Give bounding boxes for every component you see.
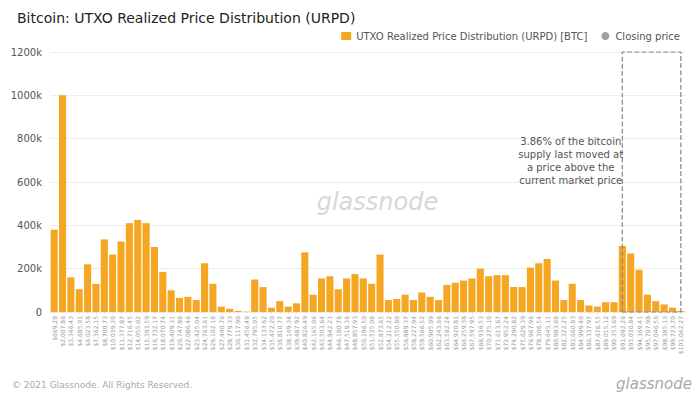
svg-text:$78,306.54: $78,306.54 <box>535 316 542 351</box>
svg-text:$4,685.01: $4,685.01 <box>76 316 83 347</box>
svg-text:$71,613.67: $71,613.67 <box>494 316 501 351</box>
svg-text:$42,165.06: $42,165.06 <box>310 316 317 351</box>
svg-text:$48,857.93: $48,857.93 <box>351 316 358 351</box>
svg-text:$38,149.34: $38,149.34 <box>285 316 292 351</box>
svg-text:$16,732.17: $16,732.17 <box>151 316 158 351</box>
svg-text:$60,905.09: $60,905.09 <box>427 316 434 351</box>
svg-text:$15,393.59: $15,393.59 <box>143 316 150 351</box>
svg-text:$32,795.05: $32,795.05 <box>251 316 258 351</box>
svg-text:$56,889.37: $56,889.37 <box>402 316 409 351</box>
svg-text:$31,456.48: $31,456.48 <box>243 316 250 351</box>
svg-text:$14,055.02: $14,055.02 <box>134 316 141 351</box>
svg-text:$30,117.90: $30,117.90 <box>234 316 241 351</box>
svg-text:$75,629.39: $75,629.39 <box>519 316 526 351</box>
svg-text:1000k: 1000k <box>11 90 42 101</box>
svg-text:800k: 800k <box>17 133 42 144</box>
svg-text:200k: 200k <box>17 263 42 274</box>
svg-text:$23,425.04: $23,425.04 <box>193 316 200 351</box>
svg-text:$2,007.86: $2,007.86 <box>59 316 66 347</box>
svg-text:$91,692.26: $91,692.26 <box>619 316 626 351</box>
svg-text:600k: 600k <box>17 177 42 188</box>
svg-text:$80,983.68: $80,983.68 <box>552 316 559 351</box>
svg-text:$67,597.95: $67,597.95 <box>468 316 475 351</box>
svg-text:$94,369.41: $94,369.41 <box>636 316 643 351</box>
svg-text:$24,763.61: $24,763.61 <box>201 316 208 351</box>
svg-text:$72,952.24: $72,952.24 <box>502 316 509 351</box>
svg-text:$66,259.38: $66,259.38 <box>460 316 467 351</box>
svg-text:$7,362.15: $7,362.15 <box>92 316 99 347</box>
svg-text:$97,046.56: $97,046.56 <box>652 316 659 351</box>
svg-text:$22,086.46: $22,086.46 <box>184 316 191 351</box>
svg-text:$86,337.97: $86,337.97 <box>585 316 592 351</box>
svg-text:$79,645.11: $79,645.11 <box>544 316 551 351</box>
svg-text:$58,227.94: $58,227.94 <box>410 316 417 351</box>
svg-text:$62,243.66: $62,243.66 <box>435 316 442 351</box>
svg-text:© 2021 Glassnode. All Rights R: © 2021 Glassnode. All Rights Reserved. <box>12 380 192 390</box>
svg-text:current market price: current market price <box>519 175 622 186</box>
svg-text:$89,015.12: $89,015.12 <box>602 316 609 351</box>
svg-text:glassnode: glassnode <box>616 375 692 393</box>
svg-text:$669.28: $669.28 <box>51 316 58 341</box>
svg-text:$36,810.77: $36,810.77 <box>276 316 283 351</box>
svg-text:Bitcoin: UTXO Realized Price D: Bitcoin: UTXO Realized Price Distributio… <box>17 10 355 26</box>
svg-text:$52,873.65: $52,873.65 <box>377 316 384 351</box>
svg-text:$82,322.25: $82,322.25 <box>560 316 567 351</box>
svg-text:$40,826.49: $40,826.49 <box>301 316 308 351</box>
svg-text:$34,133.62: $34,133.62 <box>260 316 267 351</box>
svg-text:$68,936.53: $68,936.53 <box>477 316 484 351</box>
svg-text:$93,030.84: $93,030.84 <box>627 316 634 351</box>
svg-text:$28,779.33: $28,779.33 <box>226 316 233 351</box>
svg-text:$20,747.88: $20,747.88 <box>176 316 183 351</box>
svg-text:Closing price: Closing price <box>615 31 680 42</box>
svg-text:$8,700.73: $8,700.73 <box>101 316 108 347</box>
svg-text:$84,999.40: $84,999.40 <box>577 316 584 351</box>
svg-text:$10,039.30: $10,039.30 <box>109 316 116 351</box>
svg-text:$90,353.69: $90,353.69 <box>610 316 617 351</box>
svg-text:$70,275.10: $70,275.10 <box>485 316 492 351</box>
svg-text:$95,707.98: $95,707.98 <box>644 316 651 351</box>
svg-text:$50,196.50: $50,196.50 <box>360 316 367 351</box>
svg-text:$55,550.80: $55,550.80 <box>393 316 400 351</box>
svg-text:$44,842.21: $44,842.21 <box>326 316 333 351</box>
svg-text:$51,535.08: $51,535.08 <box>368 316 375 351</box>
svg-text:UTXO Realized Price Distributi: UTXO Realized Price Distribution (URPD) … <box>356 31 587 42</box>
svg-text:$59,566.52: $59,566.52 <box>418 316 425 351</box>
svg-text:0: 0 <box>36 307 42 318</box>
svg-text:$19,409.31: $19,409.31 <box>168 316 175 351</box>
svg-text:$98,385.13: $98,385.13 <box>661 316 668 351</box>
svg-text:3.86% of the bitcoin: 3.86% of the bitcoin <box>520 136 621 147</box>
svg-text:$3,346.43: $3,346.43 <box>67 316 74 347</box>
svg-text:$63,582.24: $63,582.24 <box>443 316 450 351</box>
svg-text:$101,062.27: $101,062.27 <box>677 316 684 354</box>
svg-text:$12,716.45: $12,716.45 <box>126 316 133 351</box>
svg-text:$64,920.81: $64,920.81 <box>452 316 459 351</box>
svg-text:$83,660.83: $83,660.83 <box>569 316 576 351</box>
svg-text:$18,070.74: $18,070.74 <box>159 316 166 351</box>
svg-text:$27,440.76: $27,440.76 <box>218 316 225 351</box>
svg-text:$46,180.78: $46,180.78 <box>335 316 342 351</box>
svg-text:$74,290.82: $74,290.82 <box>510 316 517 351</box>
svg-text:glassnode: glassnode <box>317 188 439 216</box>
svg-text:400k: 400k <box>17 220 42 231</box>
svg-text:a price above the: a price above the <box>527 162 615 173</box>
svg-text:$47,519.36: $47,519.36 <box>343 316 350 351</box>
svg-text:$43,503.64: $43,503.64 <box>318 316 325 351</box>
svg-text:$35,472.20: $35,472.20 <box>268 316 275 351</box>
svg-text:$39,487.92: $39,487.92 <box>293 316 300 351</box>
svg-text:$26,102.18: $26,102.18 <box>209 316 216 351</box>
svg-text:$76,967.96: $76,967.96 <box>527 316 534 351</box>
svg-text:1200k: 1200k <box>11 47 42 58</box>
svg-text:$87,676.55: $87,676.55 <box>594 316 601 351</box>
svg-text:$54,212.22: $54,212.22 <box>385 316 392 351</box>
svg-text:$6,023.58: $6,023.58 <box>84 316 91 347</box>
svg-text:supply last moved at: supply last moved at <box>518 149 623 160</box>
svg-text:$99,723.70: $99,723.70 <box>669 316 676 351</box>
svg-text:$11,377.87: $11,377.87 <box>118 316 125 351</box>
